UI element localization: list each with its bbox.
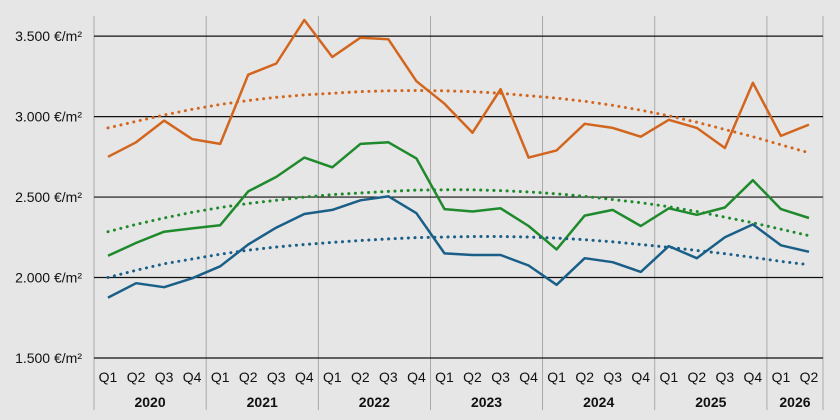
- x-tick-label: Q1: [772, 369, 791, 385]
- x-tick-label: Q1: [435, 369, 454, 385]
- series-line-2: [107, 141, 810, 257]
- x-tick-label: Q3: [379, 369, 398, 385]
- y-tick-label: 3.500 €/m²: [15, 28, 82, 44]
- x-tick-label: Q2: [575, 369, 594, 385]
- x-tick-label: Q3: [603, 369, 622, 385]
- x-tick-label: Q4: [744, 369, 763, 385]
- x-tick-label: Q2: [687, 369, 706, 385]
- x-tick-label: Q1: [659, 369, 678, 385]
- year-label: 2021: [247, 394, 278, 410]
- x-tick-label: Q4: [295, 369, 314, 385]
- x-tick-label: Q2: [127, 369, 146, 385]
- series-line-1: [107, 18, 810, 159]
- year-label: 2020: [134, 394, 165, 410]
- x-tick-label: Q1: [211, 369, 230, 385]
- x-tick-label: Q1: [99, 369, 118, 385]
- year-label: 2023: [471, 394, 502, 410]
- x-tick-label: Q2: [463, 369, 482, 385]
- x-tick-label: Q3: [491, 369, 510, 385]
- year-label: 2026: [779, 394, 810, 410]
- y-tick-label: 3.000 €/m²: [15, 109, 82, 125]
- trend-line-3: [106, 235, 811, 279]
- trend-line-1: [106, 88, 811, 155]
- x-tick-label: Q1: [323, 369, 342, 385]
- year-label: 2022: [359, 394, 390, 410]
- y-tick-label: 2.500 €/m²: [15, 189, 82, 205]
- year-label: 2025: [695, 394, 726, 410]
- trend-line-2: [106, 188, 811, 238]
- x-tick-label: Q4: [183, 369, 202, 385]
- x-tick-label: Q2: [800, 369, 819, 385]
- x-tick-label: Q2: [239, 369, 258, 385]
- series-line-3: [107, 195, 810, 299]
- x-tick-label: Q1: [547, 369, 566, 385]
- y-tick-label: 2.000 €/m²: [15, 270, 82, 286]
- x-tick-label: Q3: [267, 369, 286, 385]
- x-tick-label: Q4: [407, 369, 426, 385]
- x-tick-label: Q4: [631, 369, 650, 385]
- y-tick-label: 1.500 €/m²: [15, 350, 82, 366]
- year-label: 2024: [583, 394, 614, 410]
- x-tick-label: Q4: [519, 369, 538, 385]
- x-tick-label: Q2: [351, 369, 370, 385]
- x-tick-label: Q3: [716, 369, 735, 385]
- x-tick-label: Q3: [155, 369, 174, 385]
